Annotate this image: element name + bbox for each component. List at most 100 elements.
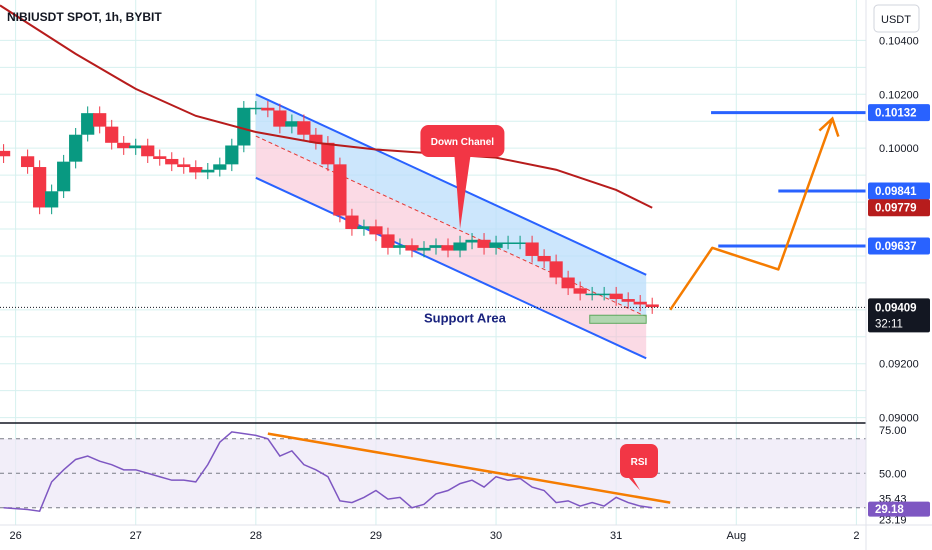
rsi-value-label-text: 29.18	[875, 504, 904, 516]
date-tick-label: 26	[9, 530, 21, 542]
currency-button[interactable]: USDT	[873, 4, 920, 33]
rsi-callout-box	[620, 444, 658, 478]
rsi-tick-label: 75.00	[879, 425, 907, 437]
price-tick-label: 0.10000	[879, 143, 919, 155]
overlays: Support Area Down Chanel	[0, 4, 866, 326]
date-tick-label: 27	[130, 530, 142, 542]
moving-average-line	[0, 4, 653, 209]
candle-body	[333, 164, 347, 216]
candle-body	[21, 156, 35, 168]
candle-body	[129, 145, 143, 149]
candle-body	[417, 247, 431, 251]
candle-body	[441, 245, 455, 251]
candle-body	[513, 242, 527, 244]
candle-body	[177, 164, 191, 168]
candle-body	[501, 242, 515, 244]
candle-body	[285, 121, 299, 127]
last-price-box	[868, 298, 930, 333]
channel-upper-line	[255, 93, 647, 276]
candle-body	[141, 145, 155, 157]
rsi-pane: RSI	[0, 422, 932, 513]
candle-body	[405, 245, 419, 251]
price-tick-label: 0.10200	[879, 89, 919, 101]
candle-body	[81, 113, 95, 135]
candle-body	[381, 234, 395, 248]
candles	[0, 101, 659, 314]
last-price-text: 0.09409	[875, 302, 917, 314]
symbol-title: NIBIUSDT SPOT, 1h, BYBIT	[7, 10, 162, 24]
level-label-text: 0.09637	[875, 241, 917, 253]
price-tick-label: 0.09200	[879, 359, 919, 371]
candle-body	[189, 167, 203, 173]
level-label-box	[868, 182, 930, 200]
price-tick-label: 0.10400	[879, 35, 919, 47]
candle-body	[309, 134, 323, 143]
candle-body	[45, 191, 59, 208]
channel-lower-line	[255, 176, 647, 360]
candle-body	[621, 299, 635, 302]
date-tick-label: 31	[610, 530, 622, 542]
candle-body	[633, 301, 647, 305]
candle-body	[273, 110, 287, 127]
candle-body	[489, 242, 503, 248]
projection-arrowhead	[818, 116, 840, 137]
rsi-callout-text: RSI	[631, 457, 648, 468]
candle-body	[345, 215, 359, 230]
candle-body	[561, 277, 575, 289]
down-channel-callout-box	[420, 125, 505, 157]
down-channel-callout-text: Down Chanel	[431, 137, 495, 148]
candle-body	[93, 113, 107, 127]
candle-body	[369, 226, 383, 235]
channel-mid-line	[255, 135, 647, 318]
candle-body	[645, 304, 659, 308]
candle-body	[321, 142, 335, 165]
level-label-box	[868, 237, 930, 255]
candle-body	[393, 245, 407, 248]
candle-body	[585, 293, 599, 296]
candle-body	[153, 156, 167, 159]
candle-body	[33, 167, 47, 208]
ma-value-label-box	[868, 199, 930, 217]
candle-body	[453, 242, 467, 251]
currency-button-box[interactable]	[873, 4, 920, 33]
countdown-text: 32:11	[875, 318, 903, 330]
price-axis-bg	[866, 0, 932, 550]
rsi-tick-label: 50.00	[879, 468, 907, 480]
candle-body	[429, 245, 443, 248]
ma-value-label-text: 0.09779	[875, 203, 917, 215]
date-tick-label: 2	[853, 530, 859, 542]
date-tick-label: 29	[370, 530, 382, 542]
candle-body	[537, 255, 551, 262]
labels: 0.10132 0.09841 0.09637 0.09779 0.09409 32:11…	[868, 104, 930, 517]
price-tick-label: 0.09000	[879, 413, 919, 425]
candle-body	[465, 239, 479, 243]
candle-body	[57, 161, 71, 192]
rsi-callout-pointer	[620, 456, 641, 491]
candle-body	[213, 164, 227, 170]
candle-body	[237, 107, 251, 146]
down-channel-callout-pointer	[454, 156, 471, 230]
candle-body	[609, 293, 623, 300]
support-area-label: Support Area	[424, 311, 507, 326]
currency-button-label[interactable]: USDT	[881, 14, 911, 26]
level-label-text: 0.09841	[875, 186, 917, 198]
candle-body	[477, 239, 491, 248]
candle-body	[549, 261, 563, 278]
candle-body	[69, 134, 83, 162]
level-label-text: 0.10132	[875, 108, 917, 120]
level-label-box	[868, 104, 930, 122]
candle-body	[357, 226, 371, 230]
candle-body	[225, 145, 239, 165]
date-tick-label: Aug	[726, 530, 746, 542]
candle-body	[525, 242, 539, 256]
candle-body	[297, 121, 311, 135]
rsi-trendline	[267, 432, 671, 504]
rsi-value-label-box	[868, 501, 930, 517]
grid	[0, 0, 866, 525]
candle-body	[597, 293, 611, 296]
candle-body	[249, 107, 263, 110]
rsi-line	[3, 431, 653, 513]
candle-body	[117, 142, 131, 149]
